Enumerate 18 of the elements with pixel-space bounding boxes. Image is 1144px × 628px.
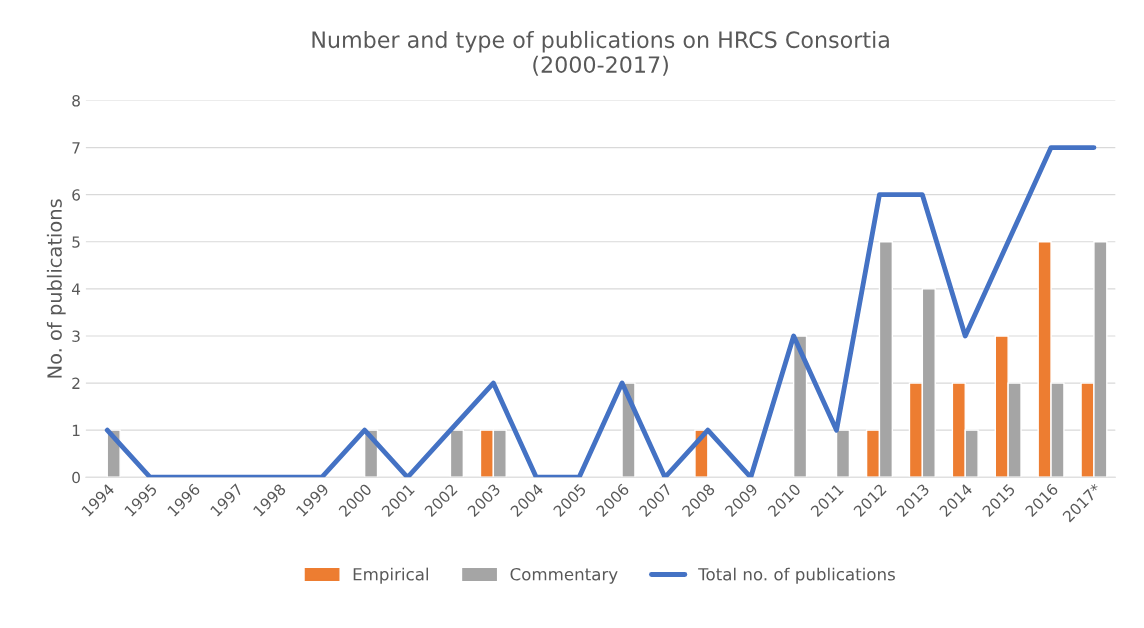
y-tick-label: 2 xyxy=(72,377,80,389)
bar xyxy=(835,429,851,478)
y-tick-label: 3 xyxy=(72,330,80,342)
y-tick-label: 1 xyxy=(72,424,80,436)
chart-title: Number and type of publications on HRCS Consortia (2000-2017) xyxy=(312,30,889,76)
legend-label: Commentary xyxy=(510,567,618,584)
y-tick-label: 4 xyxy=(71,283,81,295)
y-tick-label: 5 xyxy=(72,236,80,248)
bar xyxy=(449,429,465,478)
y-tick-label: 0 xyxy=(72,471,80,484)
legend-label: Total no. of publications xyxy=(698,567,895,584)
y-axis-title: No. of publications xyxy=(46,199,66,378)
line-series xyxy=(104,145,1097,478)
bar xyxy=(792,335,808,478)
legend-label: Empirical xyxy=(353,567,428,584)
y-tick-label: 6 xyxy=(72,189,80,201)
y-tick-label: 7 xyxy=(72,142,80,154)
y-tick-label: 8 xyxy=(72,94,80,107)
